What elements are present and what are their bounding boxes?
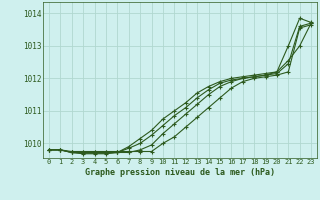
X-axis label: Graphe pression niveau de la mer (hPa): Graphe pression niveau de la mer (hPa)	[85, 168, 275, 177]
